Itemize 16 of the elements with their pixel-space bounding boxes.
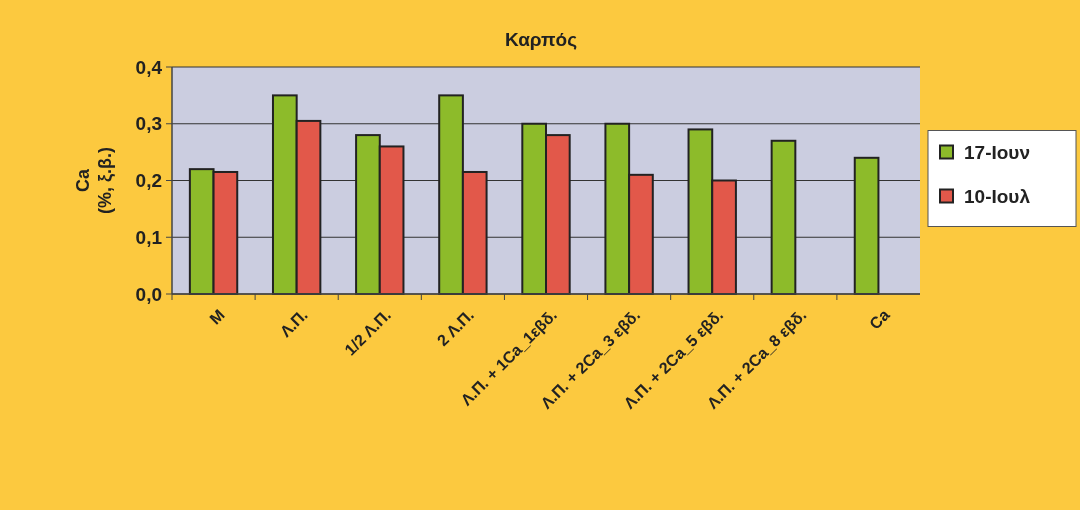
- bar: [853, 156, 880, 295]
- x-tick-label: Λ.Π.: [276, 306, 311, 341]
- x-tick-label: M: [206, 306, 228, 328]
- y-tick-label: 0,2: [135, 170, 162, 192]
- y-axis-title: Ca (%, ξ.β.): [73, 147, 116, 214]
- x-tick-label: Ca: [866, 306, 893, 333]
- y-tick-label: 0,0: [135, 283, 162, 305]
- legend-label: 17-Ιουν: [964, 142, 1030, 164]
- y-tick-label: 0,1: [135, 226, 163, 248]
- y-tick-label: 0,4: [135, 56, 163, 78]
- x-tick-label: 2 Λ.Π.: [433, 306, 478, 350]
- x-tick-label: 1/2 Λ.Π.: [341, 306, 394, 359]
- chart-title: Καρπός: [504, 29, 578, 50]
- bar: [770, 139, 797, 295]
- y-tick-label: 0,3: [135, 113, 162, 135]
- legend-label: 10-Ιουλ: [964, 186, 1031, 208]
